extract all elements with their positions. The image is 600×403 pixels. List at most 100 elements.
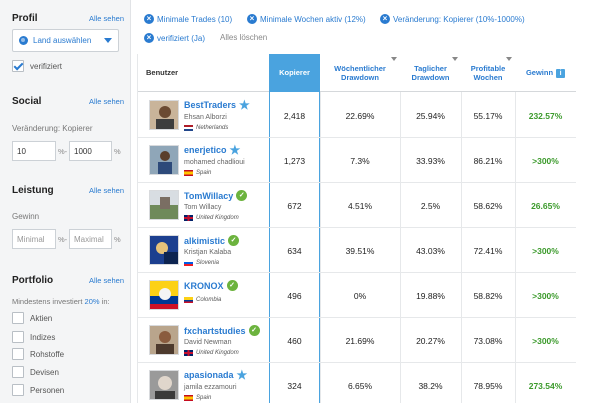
country-name: Slovenia — [196, 260, 220, 266]
remove-filter-icon[interactable]: × — [144, 14, 154, 24]
country: Colombia — [184, 297, 221, 303]
username: enerjetico — [184, 145, 227, 155]
username-link[interactable]: fxchartstudies ✓ — [184, 325, 260, 336]
profitable-weeks-value: 58.62% — [473, 200, 503, 211]
filter-chip-label: Minimale Wochen aktiv (12%) — [260, 14, 366, 24]
column-divider — [515, 54, 516, 403]
table-row[interactable]: BestTraders ★ Ehsan Alborzi Netherlands 2… — [138, 93, 576, 138]
avatar[interactable] — [149, 145, 179, 175]
header-copiers[interactable]: Kopierer — [269, 54, 320, 92]
clear-all-filters-link[interactable]: Alles löschen — [220, 33, 268, 42]
table-row[interactable]: apasionada ★ jamila ezzamouri Spain 324 6… — [138, 363, 576, 403]
gain-value: >300% — [532, 335, 559, 346]
checkbox[interactable] — [12, 312, 24, 324]
header-gain[interactable]: Gewinn i — [515, 54, 576, 92]
header-daily-drawdown[interactable]: Taglicher Drawdown — [400, 54, 461, 92]
filter-chip-verified[interactable]: × verifiziert (Ja) — [144, 33, 205, 43]
filter-chip-min-weeks[interactable]: × Minimale Wochen aktiv (12%) — [247, 14, 366, 24]
gain-value: >300% — [532, 245, 559, 256]
portfolio-min-invest-pct: 20% — [84, 297, 100, 306]
verified-checkbox[interactable] — [12, 60, 24, 72]
portfolio-checkbox-commodities[interactable]: Rohstoffe — [12, 348, 64, 360]
profil-see-all-link[interactable]: Alle sehen — [88, 14, 124, 23]
filter-chip-min-trades[interactable]: × Minimale Trades (10) — [144, 14, 232, 24]
gain-min-input[interactable]: Minimal — [12, 229, 56, 249]
avatar[interactable] — [149, 325, 179, 355]
real-name: David Newman — [184, 339, 232, 346]
filter-chip-label: verifiziert (Ja) — [157, 33, 206, 43]
flag-colombia-icon — [184, 297, 193, 303]
verified-check-icon: ✓ — [236, 190, 248, 201]
sort-caret-icon[interactable] — [391, 57, 397, 61]
header-profitable-weeks[interactable]: Profitable Wochen — [461, 54, 515, 92]
country: Netherlands — [184, 125, 228, 131]
table-row[interactable]: KRONOX ✓ Colombia 496 0% 19.88% 58.82% >3… — [138, 273, 576, 318]
table-row[interactable]: fxchartstudies ✓ David Newman United King… — [138, 318, 576, 363]
checkbox[interactable] — [12, 331, 24, 343]
filter-sidebar: Profil Alle sehen Land auswählen verifiz… — [0, 0, 131, 403]
info-icon[interactable]: i — [556, 68, 566, 78]
country-dropdown[interactable]: Land auswählen — [12, 29, 119, 52]
social-see-all-link[interactable]: Alle sehen — [88, 97, 124, 106]
verified-checkbox-row[interactable]: verifiziert — [12, 60, 62, 72]
username-link[interactable]: apasionada ★ — [184, 368, 248, 382]
copiers-value: 460 — [287, 335, 302, 346]
star-icon: ★ — [236, 368, 248, 382]
avatar[interactable] — [149, 370, 179, 400]
social-section-header: Social Alle sehen — [12, 96, 124, 107]
checkbox[interactable] — [12, 366, 24, 378]
copiers-change-min-unit: %- — [58, 147, 68, 156]
sort-caret-icon[interactable] — [452, 57, 458, 61]
filter-chip-copiers-change[interactable]: × Veränderung: Kopierer (10%-1000%) — [380, 14, 525, 24]
table-row[interactable]: TomWillacy ✓ Tom Willacy United Kingdom 6… — [138, 183, 576, 228]
table-row[interactable]: alkimistic ✓ Kristjan Kalaba Slovenia 634… — [138, 228, 576, 273]
gain-max-input[interactable]: Maximal — [69, 229, 112, 249]
portfolio-checkbox-indices[interactable]: Indizes — [12, 331, 55, 343]
column-divider — [400, 54, 401, 403]
real-name: Kristjan Kalaba — [184, 249, 232, 256]
remove-filter-icon[interactable]: × — [247, 14, 257, 24]
leistung-see-all-link[interactable]: Alle sehen — [88, 186, 124, 195]
checkbox[interactable] — [12, 384, 24, 396]
avatar[interactable] — [149, 190, 179, 220]
username: TomWillacy — [184, 190, 234, 201]
remove-filter-icon[interactable]: × — [144, 33, 154, 43]
username-link[interactable]: TomWillacy ✓ — [184, 190, 248, 201]
username-link[interactable]: KRONOX ✓ — [184, 280, 238, 291]
username-link[interactable]: alkimistic ✓ — [184, 235, 240, 246]
avatar[interactable] — [149, 280, 179, 310]
real-name: jamila ezzamouri — [184, 384, 237, 391]
username-link[interactable]: enerjetico ★ — [184, 143, 241, 157]
gain-value: 273.54% — [528, 380, 563, 391]
weekly-drawdown-value: 4.51% — [347, 200, 373, 211]
flag-united-kingdom-icon — [184, 215, 193, 221]
copiers-change-max-input[interactable]: 1000 — [69, 141, 112, 161]
portfolio-see-all-link[interactable]: Alle sehen — [88, 276, 124, 285]
portfolio-checkbox-currencies[interactable]: Devisen — [12, 366, 59, 378]
daily-drawdown-value: 20.27% — [416, 335, 445, 346]
country-name: Spain — [196, 170, 212, 176]
avatar[interactable] — [149, 235, 179, 265]
sort-caret-icon[interactable] — [506, 57, 512, 61]
checkbox-label: Devisen — [30, 367, 59, 377]
verified-label: verifiziert — [30, 61, 63, 71]
checkbox-label: Indizes — [30, 332, 56, 342]
star-icon: ★ — [229, 143, 241, 157]
flag-slovenia-icon — [184, 260, 193, 266]
remove-filter-icon[interactable]: × — [380, 14, 390, 24]
verified-check-icon: ✓ — [228, 235, 240, 246]
checkbox[interactable] — [12, 348, 24, 360]
weekly-drawdown-value: 21.69% — [345, 335, 375, 346]
copiers-change-max-unit: % — [114, 147, 121, 156]
header-weekly-drawdown[interactable]: Wöchentlicher Drawdown — [320, 54, 400, 92]
portfolio-checkbox-stocks[interactable]: Aktien — [12, 312, 52, 324]
daily-drawdown-value: 2.5% — [420, 200, 441, 211]
table-row[interactable]: enerjetico ★ mohamed chadlioui Spain 1,27… — [138, 138, 576, 183]
username-link[interactable]: BestTraders ★ — [184, 99, 250, 111]
gain-label: Gewinn — [12, 212, 40, 221]
portfolio-checkbox-people[interactable]: Personen — [12, 384, 64, 396]
avatar[interactable] — [149, 100, 179, 130]
weekly-drawdown-value: 22.69% — [345, 110, 375, 121]
copiers-value: 634 — [287, 245, 302, 256]
copiers-change-min-input[interactable]: 10 — [12, 141, 56, 161]
